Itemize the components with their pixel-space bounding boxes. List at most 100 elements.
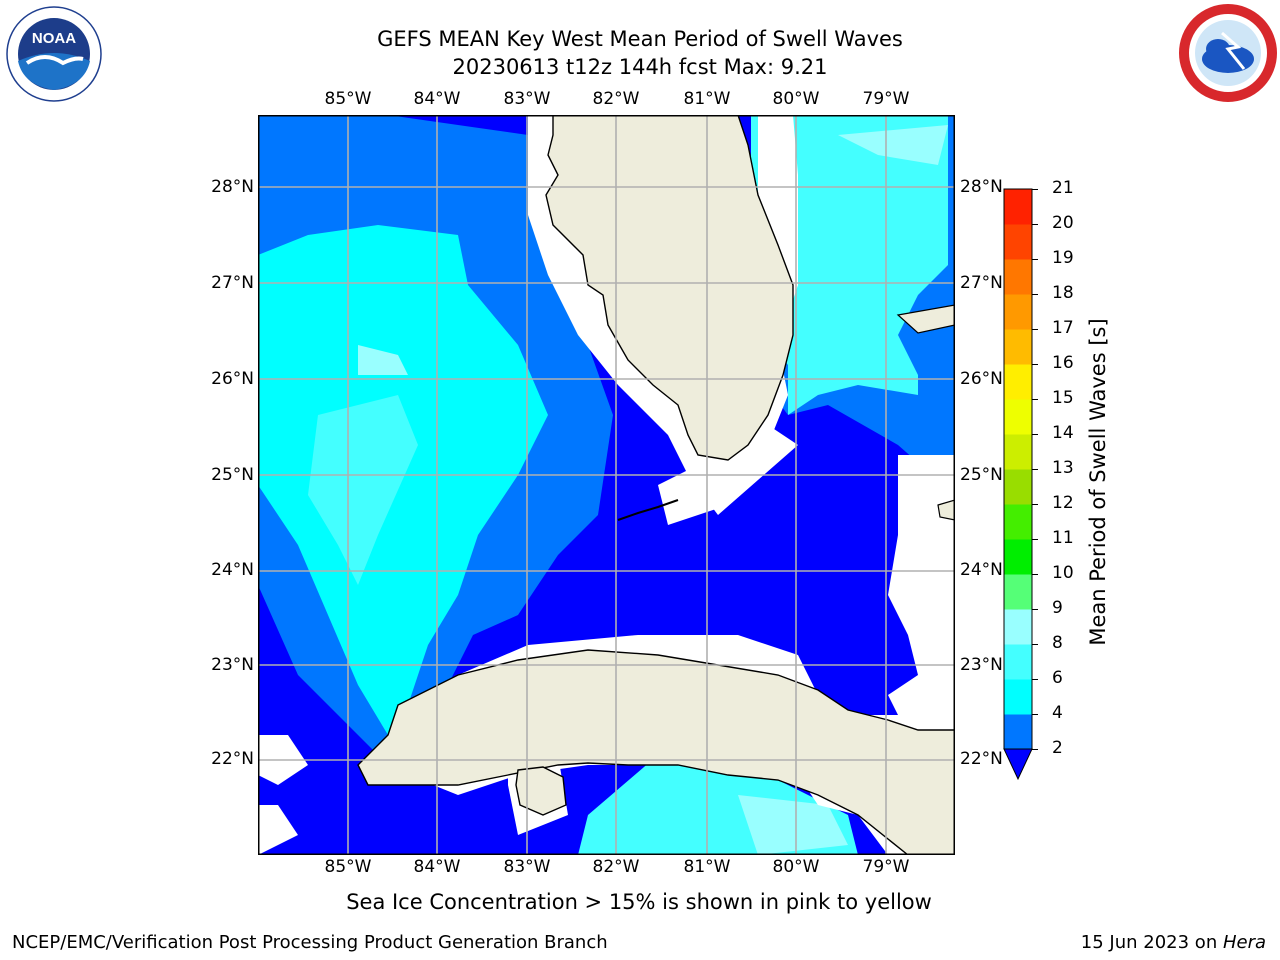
colorbar-tick-label: 13 (1052, 458, 1074, 478)
lon-label-top: 80°W (772, 89, 820, 109)
colorbar-tick-label: 15 (1052, 388, 1074, 408)
lat-label-right: 27°N (960, 273, 1003, 293)
colorbar-tick-label: 19 (1052, 248, 1074, 268)
lon-label-top: 82°W (592, 89, 640, 109)
bahamas-land-south (937, 499, 955, 521)
colorbar-tick-mark (1032, 504, 1038, 505)
colorbar-tick-mark (1032, 329, 1038, 330)
cuba-land (357, 649, 955, 855)
colorbar-tick-label: 21 (1052, 178, 1074, 198)
lon-label-top: 79°W (862, 89, 910, 109)
lat-label-left: 25°N (211, 465, 254, 485)
lon-label-bottom: 80°W (772, 857, 820, 877)
colorbar-tick-mark (1032, 399, 1038, 400)
lon-label-top: 85°W (324, 89, 372, 109)
colorbar-segment (1004, 504, 1032, 540)
colorbar-tick-mark (1032, 714, 1038, 715)
lon-label-bottom: 85°W (324, 857, 372, 877)
colorbar-tick-mark (1032, 294, 1038, 295)
map-panel (258, 115, 955, 855)
map-svg (258, 115, 955, 855)
swell-band-2-4-south-patch (368, 795, 408, 855)
lat-label-right: 23°N (960, 655, 1003, 675)
colorbar-tick-mark (1032, 224, 1038, 225)
swell-band-9-northeast (838, 125, 948, 165)
lat-label-left: 22°N (211, 749, 254, 769)
lat-label-right: 28°N (960, 177, 1003, 197)
colorbar-segment (1004, 644, 1032, 680)
lat-label-right: 22°N (960, 749, 1003, 769)
colorbar-segment (1004, 609, 1032, 645)
colorbar-tick-mark (1032, 434, 1038, 435)
chart-title: GEFS MEAN Key West Mean Period of Swell … (377, 27, 903, 51)
colorbar-segment (1004, 364, 1032, 400)
colorbar-segment (1004, 224, 1032, 260)
lon-label-bottom: 83°W (503, 857, 551, 877)
colorbar-tick-label: 4 (1052, 703, 1063, 723)
colorbar-segment (1004, 294, 1032, 330)
colorbar-tick-label: 10 (1052, 563, 1074, 583)
colorbar-tick-mark (1032, 679, 1038, 680)
colorbar-tick-label: 14 (1052, 423, 1074, 443)
swell-band-6-8-east (751, 115, 948, 415)
colorbar-tick-label: 11 (1052, 528, 1074, 548)
lat-label-left: 23°N (211, 655, 254, 675)
lat-label-right: 26°N (960, 369, 1003, 389)
colorbar-tick-label: 6 (1052, 668, 1063, 688)
footer-credit: NCEP/EMC/Verification Post Processing Pr… (12, 932, 608, 953)
isla-juventud-land (515, 766, 567, 816)
colorbar-tick-label: 9 (1052, 598, 1063, 618)
footer-date: 15 Jun 2023 on Hera (1081, 932, 1266, 953)
colorbar-tick-mark (1032, 749, 1038, 750)
lon-label-bottom: 84°W (413, 857, 461, 877)
colorbar-label: Mean Period of Swell Waves [s] (1086, 318, 1110, 646)
swell-band-9-south (738, 795, 848, 855)
florida-keys (617, 499, 679, 521)
colorbar-segment (1004, 469, 1032, 505)
lon-label-bottom: 82°W (592, 857, 640, 877)
lat-label-right: 25°N (960, 465, 1003, 485)
lon-label-top: 84°W (413, 89, 461, 109)
lon-label-top: 81°W (683, 89, 731, 109)
lat-label-left: 27°N (211, 273, 254, 293)
no-data-southwest (258, 805, 298, 855)
lon-label-bottom: 81°W (683, 857, 731, 877)
colorbar-tick-label: 2 (1052, 738, 1063, 758)
svg-text:NOAA: NOAA (32, 30, 76, 47)
swell-band-9-core (358, 345, 408, 375)
colorbar-extend-arrow (1003, 748, 1033, 781)
lat-label-left: 24°N (211, 560, 254, 580)
colorbar-segment (1004, 539, 1032, 575)
noaa-logo: NOAA (5, 5, 103, 103)
colorbar-tick-mark (1032, 469, 1038, 470)
colorbar-tick-mark (1032, 574, 1038, 575)
colorbar-tick-label: 20 (1052, 213, 1074, 233)
bahamas-land-north (896, 304, 955, 334)
colorbar-tick-mark (1032, 189, 1038, 190)
colorbar-segment (1004, 399, 1032, 435)
colorbar-segment (1004, 714, 1032, 750)
colorbar-tick-label: 17 (1052, 318, 1074, 338)
colorbar-tick-mark (1032, 609, 1038, 610)
colorbar-segment (1004, 259, 1032, 295)
nws-logo (1178, 3, 1278, 103)
lat-label-right: 24°N (960, 560, 1003, 580)
sea-ice-note: Sea Ice Concentration > 15% is shown in … (346, 890, 932, 914)
colorbar-tick-label: 16 (1052, 353, 1074, 373)
lon-label-top: 83°W (503, 89, 551, 109)
colorbar-tick-mark (1032, 644, 1038, 645)
colorbar-segment (1004, 189, 1032, 225)
colorbar-segment (1004, 434, 1032, 470)
colorbar-segment (1004, 679, 1032, 715)
colorbar-segment (1004, 574, 1032, 610)
lat-label-left: 28°N (211, 177, 254, 197)
colorbar-segment (1004, 329, 1032, 365)
colorbar-tick-label: 18 (1052, 283, 1074, 303)
swell-band-8-9-west (308, 395, 418, 585)
colorbar-tick-mark (1032, 364, 1038, 365)
lat-label-left: 26°N (211, 369, 254, 389)
gridlines (258, 115, 955, 855)
colorbar-tick-mark (1032, 259, 1038, 260)
chart-subtitle: 20230613 t12z 144h fcst Max: 9.21 (452, 55, 828, 79)
footer-host: Hera (1222, 932, 1266, 953)
